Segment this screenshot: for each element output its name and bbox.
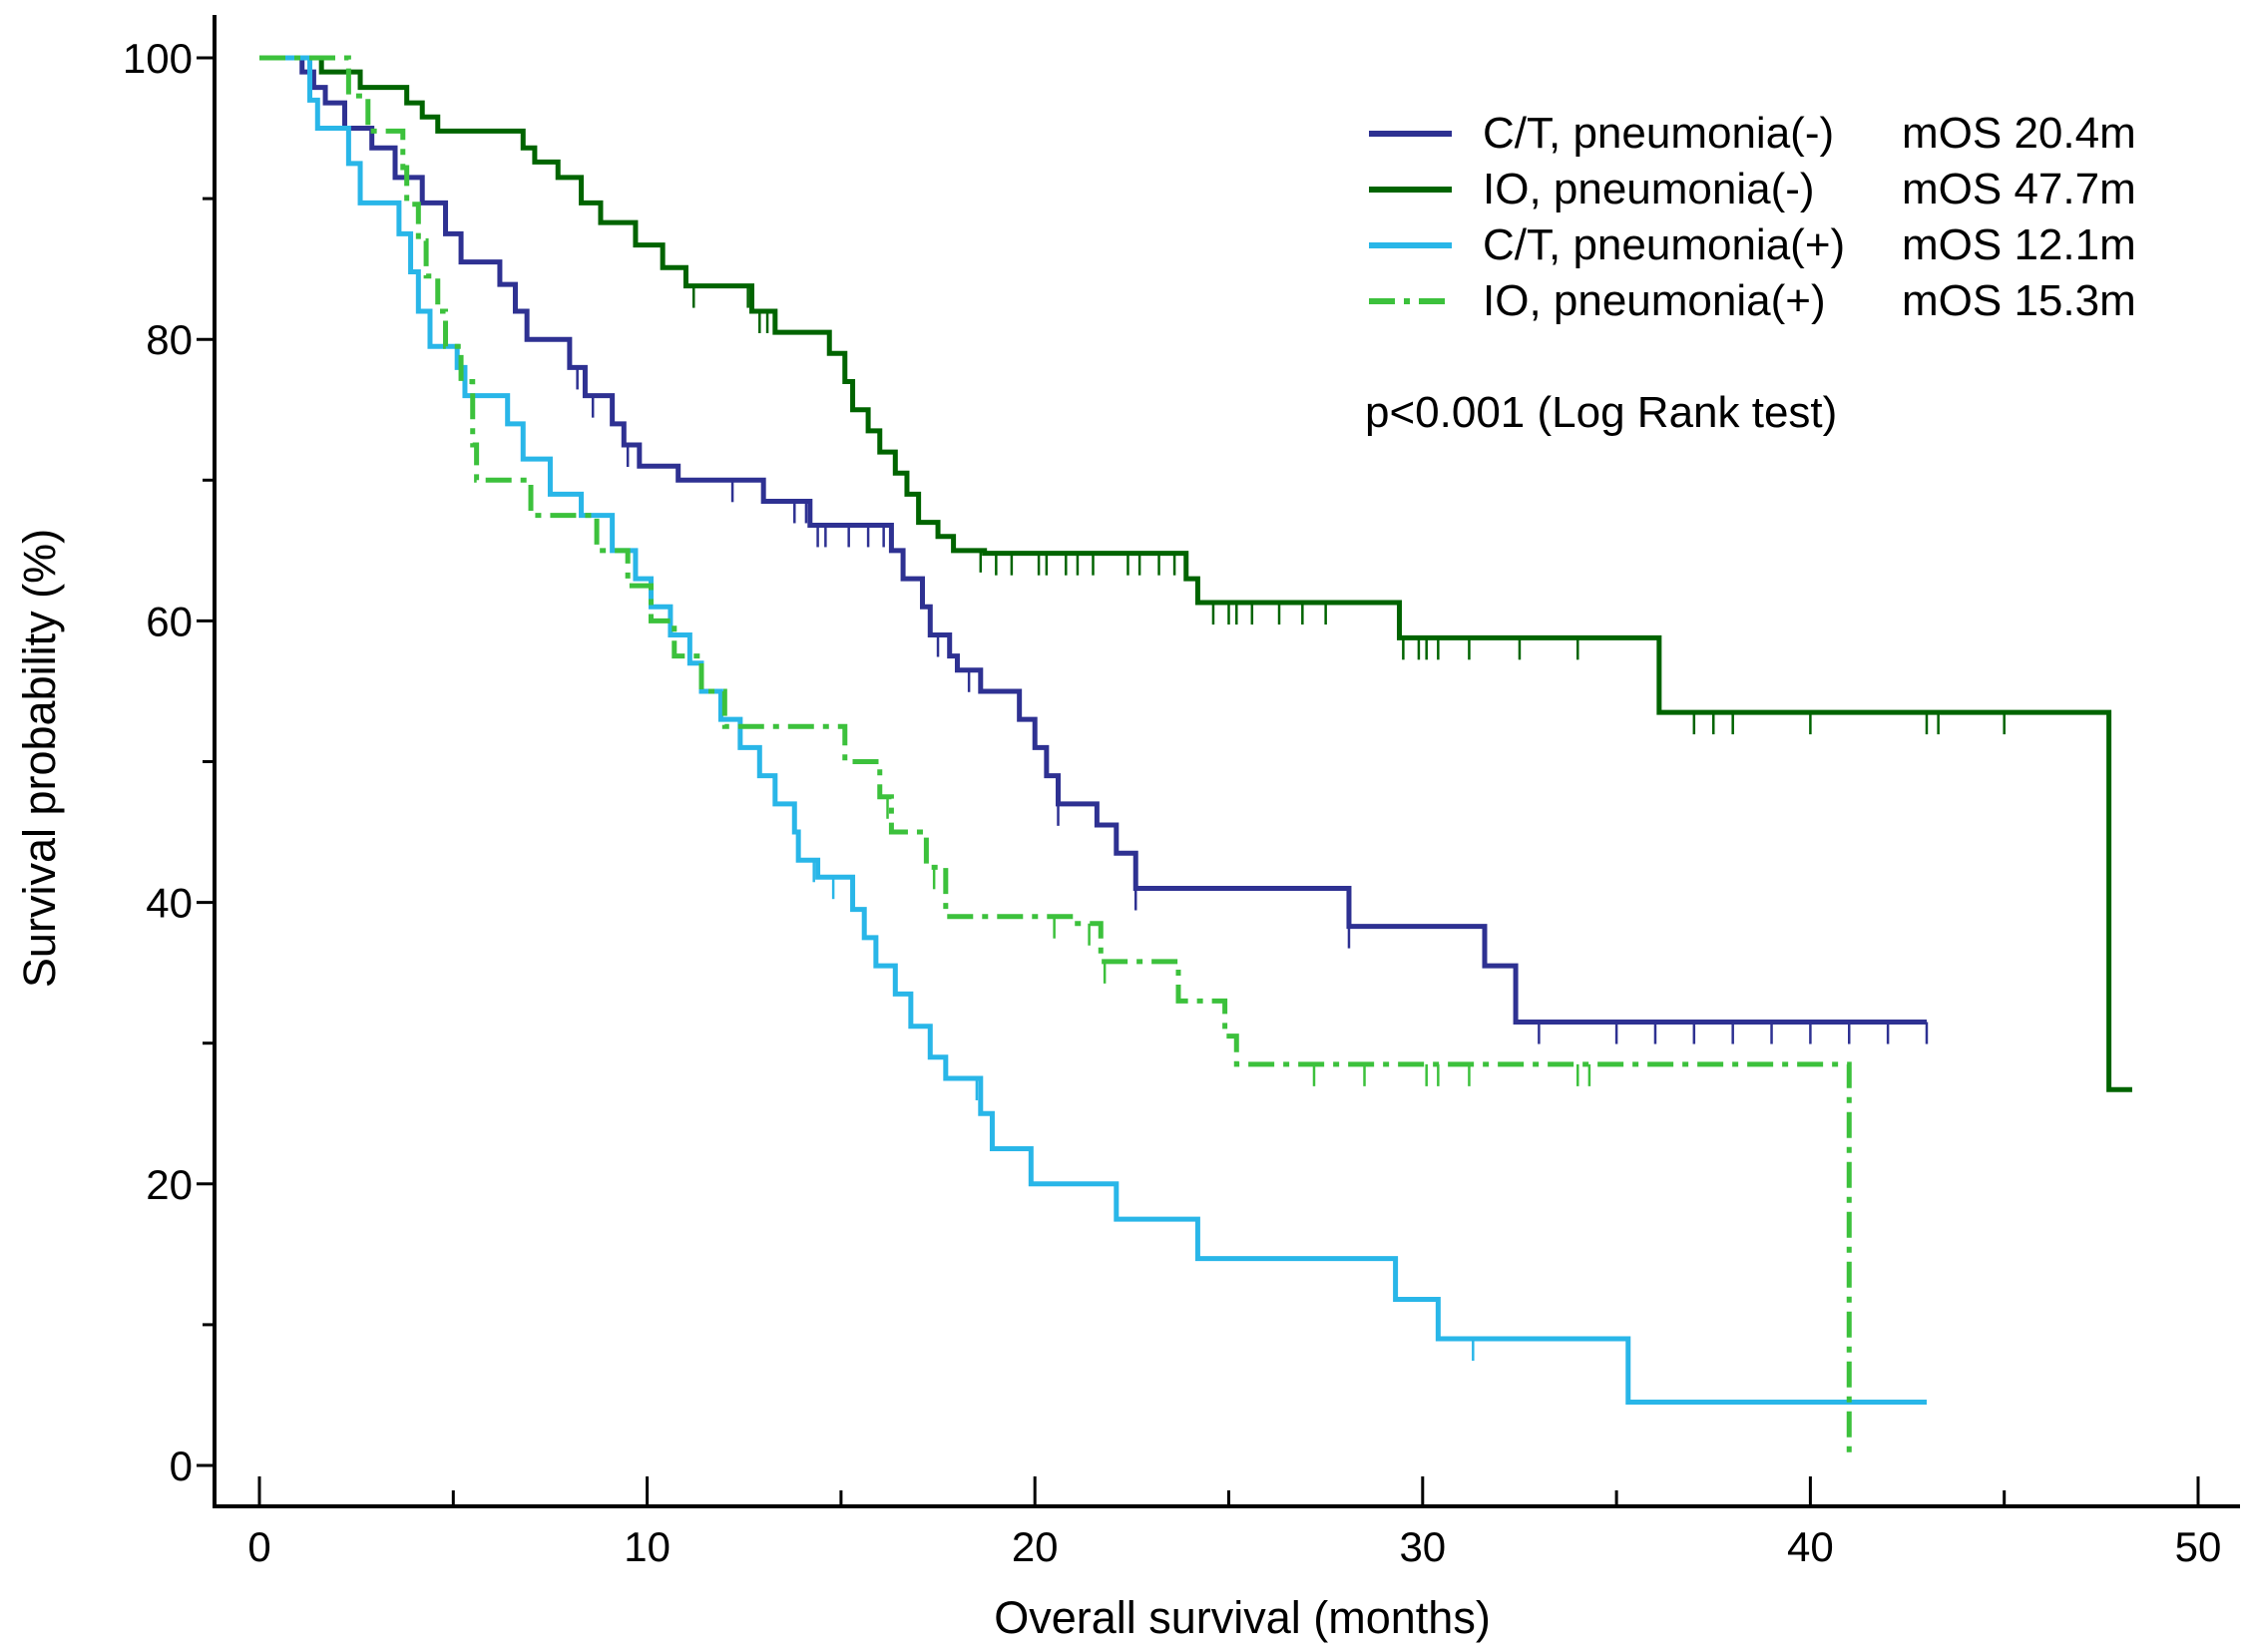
legend-label-1: C/T, pneumonia(-) <box>1483 109 1834 158</box>
legend-median-4: mOS 15.3m <box>1902 276 2136 325</box>
tick-labels: 0 10 20 30 40 50 0 20 40 60 80 100 <box>123 35 2221 1570</box>
y-tick-label: 0 <box>170 1443 193 1489</box>
ticks <box>197 56 2200 1506</box>
legend-label-2: IO, pneumonia(-) <box>1483 165 1815 213</box>
legend-median-2: mOS 47.7m <box>1902 165 2136 213</box>
y-tick-label: 40 <box>146 880 193 927</box>
series-line-3 <box>259 55 1927 1406</box>
series-line-4 <box>259 55 1852 1461</box>
x-axis-title: Overall survival (months) <box>994 1592 1491 1643</box>
legend: C/T, pneumonia(-) mOS 20.4m IO, pneumonia(… <box>1369 109 2136 325</box>
censor-marks <box>576 285 2006 1362</box>
y-tick-label: 80 <box>146 316 193 363</box>
y-tick-label: 60 <box>146 598 193 644</box>
x-tick-label: 50 <box>2175 1523 2222 1570</box>
y-tick-label: 100 <box>123 35 193 82</box>
x-tick-label: 40 <box>1787 1523 1834 1570</box>
legend-label-3: C/T, pneumonia(+) <box>1483 220 1845 269</box>
y-tick-label: 20 <box>146 1161 193 1208</box>
x-tick-label: 10 <box>624 1523 671 1570</box>
survival-curves <box>259 55 2132 1461</box>
series-line-2 <box>259 55 2132 1092</box>
x-tick-label: 30 <box>1399 1523 1446 1570</box>
p-value-annotation: p<0.001 (Log Rank test) <box>1365 388 1837 437</box>
x-tick-label: 20 <box>1012 1523 1059 1570</box>
legend-median-3: mOS 12.1m <box>1902 220 2136 269</box>
legend-median-1: mOS 20.4m <box>1902 109 2136 158</box>
x-tick-label: 0 <box>247 1523 270 1570</box>
y-axis-title: Survival probability (%) <box>14 529 65 988</box>
legend-label-4: IO, pneumonia(+) <box>1483 276 1826 325</box>
